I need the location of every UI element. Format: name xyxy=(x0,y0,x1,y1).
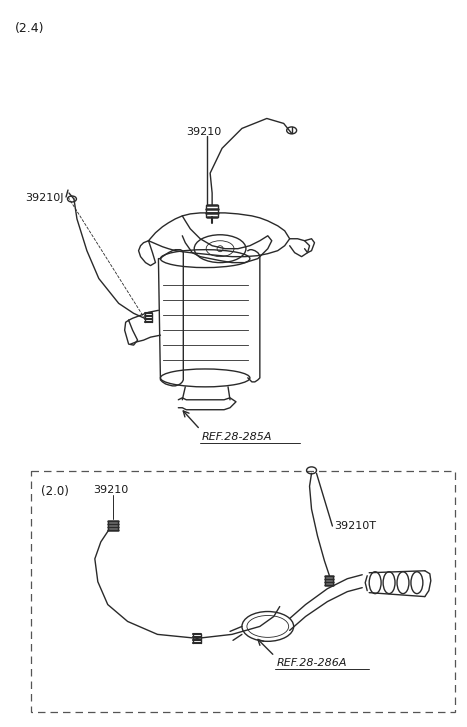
Text: 39210T: 39210T xyxy=(334,521,376,531)
Text: (2.4): (2.4) xyxy=(15,22,45,35)
Text: REF.28-285A: REF.28-285A xyxy=(202,432,273,441)
Ellipse shape xyxy=(161,369,250,387)
Bar xyxy=(31,471,455,712)
Text: 39210J: 39210J xyxy=(25,193,64,203)
Text: (2.0): (2.0) xyxy=(41,485,69,498)
Text: REF.28-286A: REF.28-286A xyxy=(277,658,347,668)
Text: 39210: 39210 xyxy=(93,485,128,495)
Text: 39210: 39210 xyxy=(186,127,221,137)
